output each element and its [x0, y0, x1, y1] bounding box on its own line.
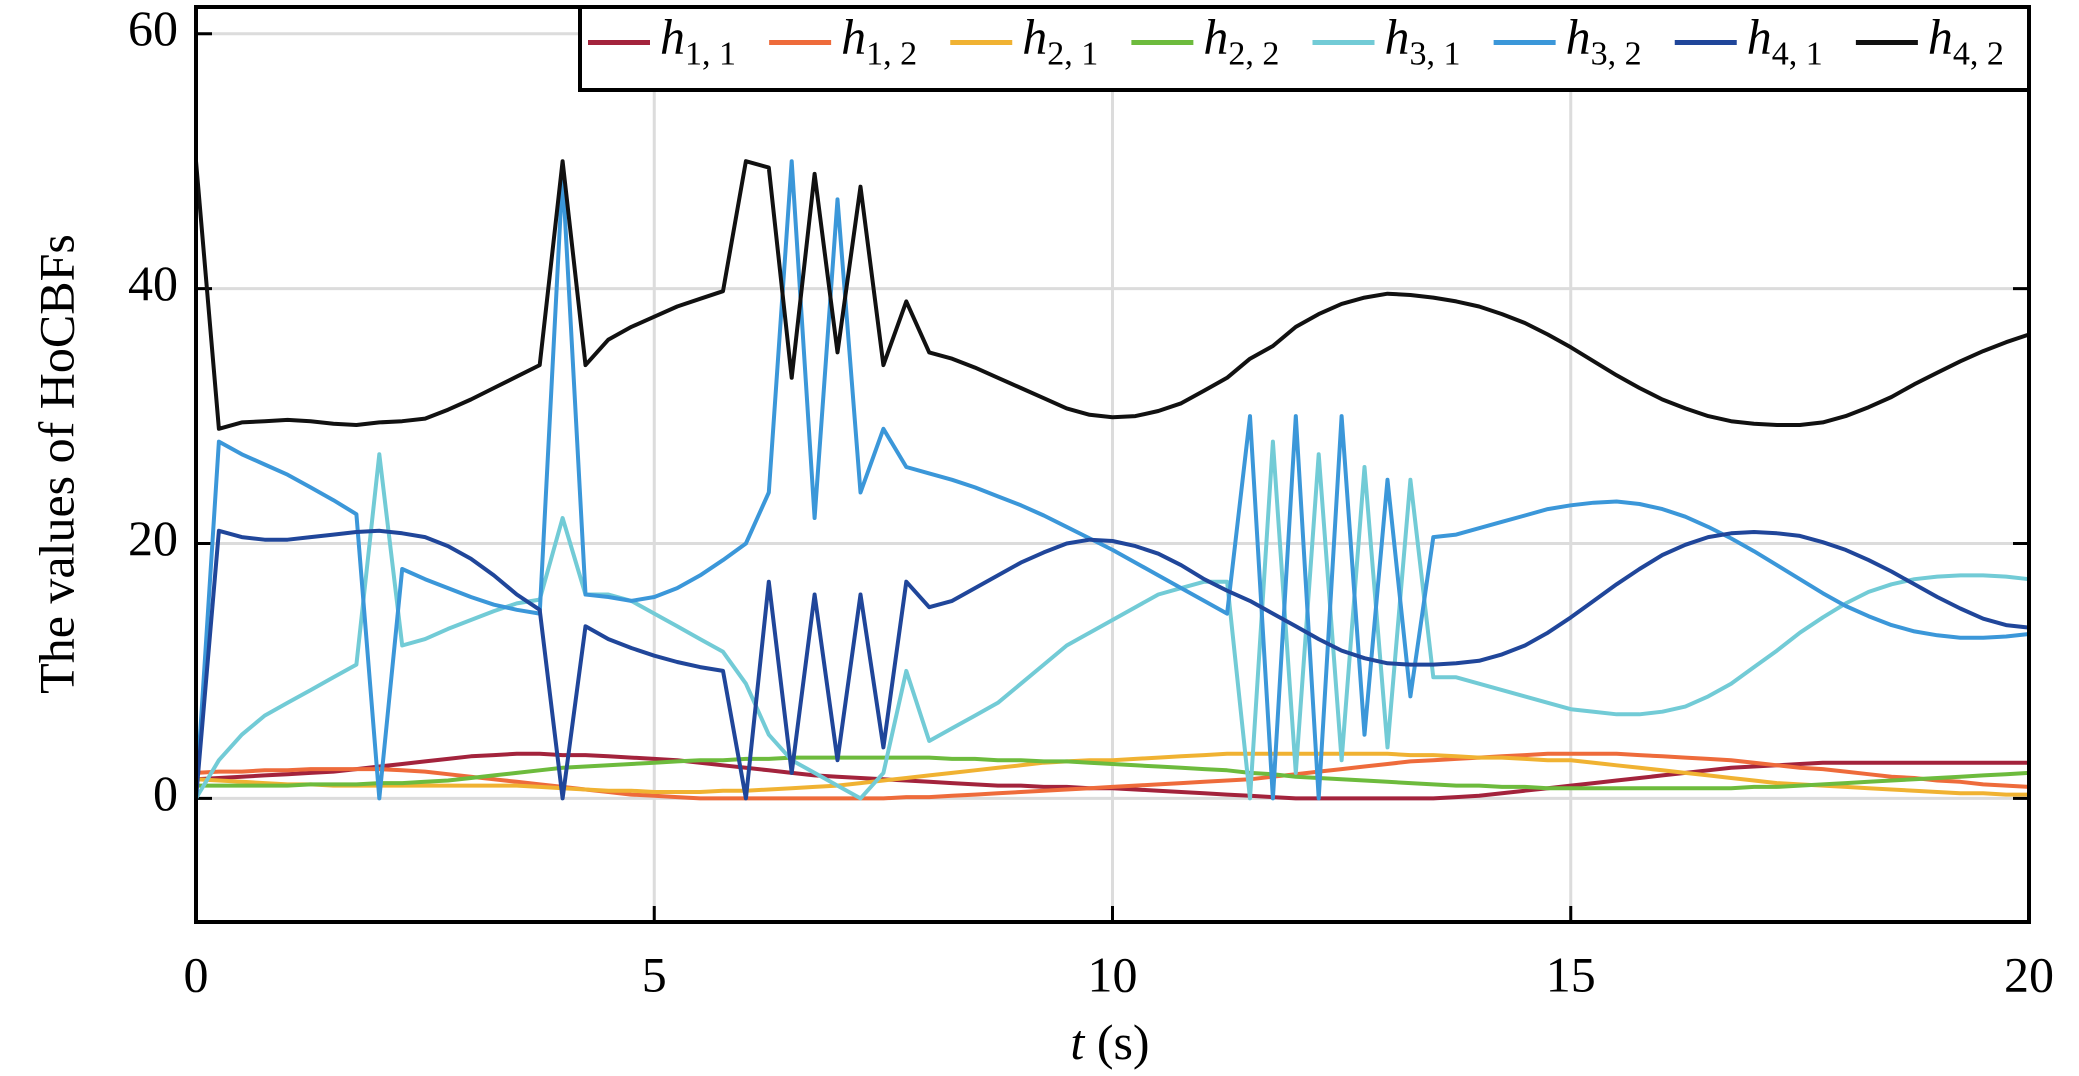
- y-tick-label: 0: [153, 765, 178, 821]
- y-tick-label: 20: [128, 510, 178, 566]
- series-line: [194, 528, 2030, 801]
- legend-label: h3, 1: [1385, 9, 1461, 72]
- x-tick-label: 20: [2004, 946, 2054, 1002]
- legend-label: h1, 1: [660, 9, 736, 72]
- x-tick-label: 10: [1088, 946, 1138, 1002]
- x-tick-label: 0: [184, 946, 209, 1002]
- y-tick-label: 60: [128, 0, 178, 56]
- series-line: [195, 751, 2029, 797]
- x-tick-label: 5: [642, 946, 667, 1002]
- y-tick-label: 40: [128, 255, 178, 311]
- legend-label: h4, 1: [1747, 9, 1823, 72]
- y-axis-label: The values of HoCBFs: [28, 234, 84, 694]
- series-line: [196, 755, 2030, 791]
- legend-box: [578, 5, 2031, 92]
- series-line: [194, 439, 2030, 801]
- series-line: [194, 159, 2030, 431]
- legend-label: h4, 2: [1928, 9, 2004, 72]
- legend-label: h2, 2: [1203, 9, 1279, 72]
- x-axis-label: t (s): [1070, 1014, 1149, 1070]
- legend-label: h1, 2: [841, 9, 917, 72]
- legend-label: h3, 2: [1566, 9, 1642, 72]
- legend-label: h2, 1: [1022, 9, 1098, 72]
- series-line: [195, 751, 2030, 801]
- x-tick-label: 15: [1546, 946, 1596, 1002]
